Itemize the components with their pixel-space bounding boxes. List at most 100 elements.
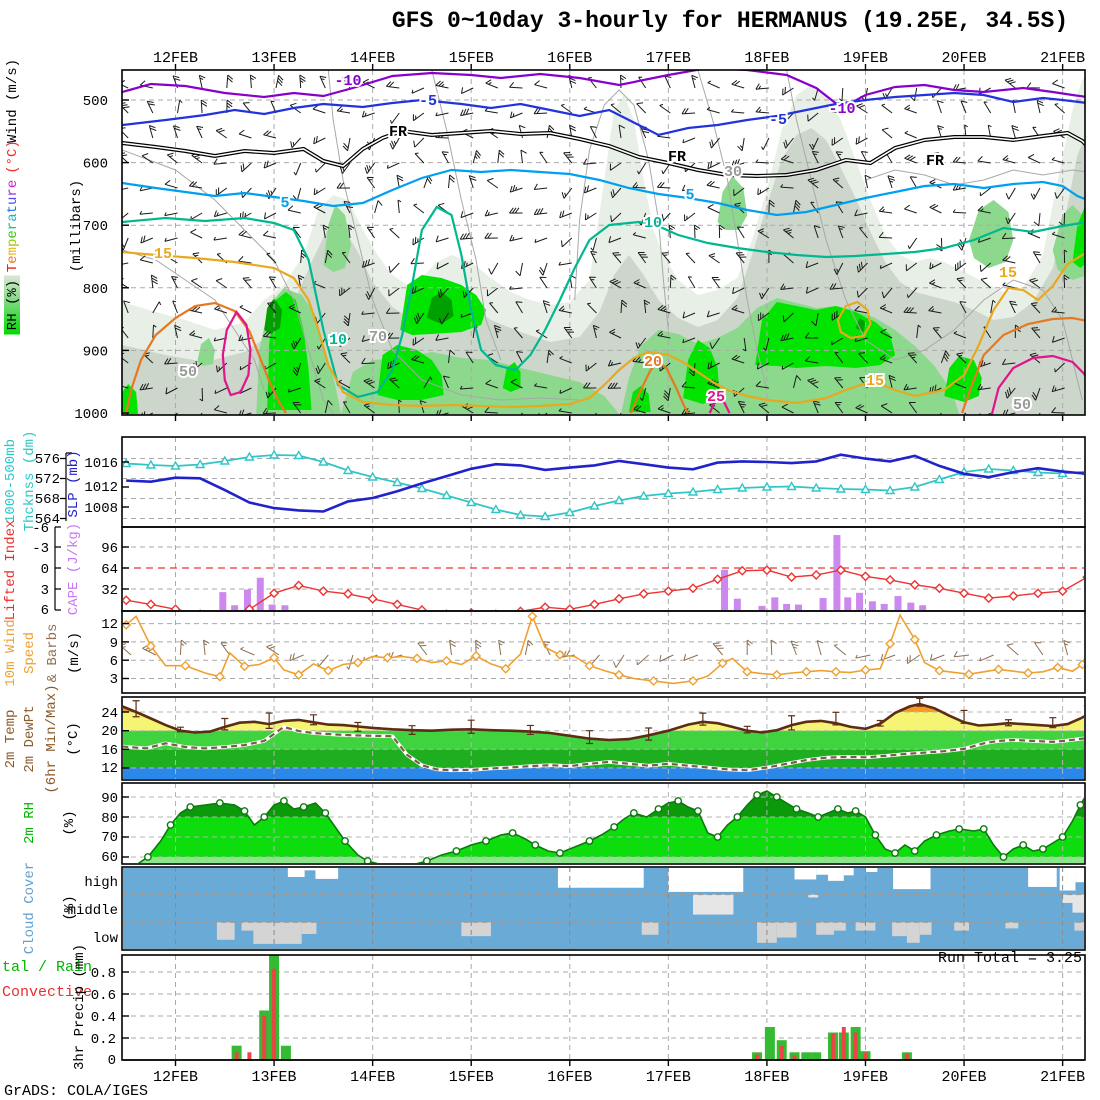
marker-diamond <box>441 655 452 666</box>
wind-barb <box>656 181 671 189</box>
marker-circle <box>694 807 702 815</box>
cloud-row-label: low <box>93 931 119 947</box>
wind-barb <box>414 152 425 164</box>
wind-barb <box>742 337 747 352</box>
wind-barb <box>620 299 628 314</box>
wind-barb <box>363 378 375 389</box>
wind-barb <box>313 187 326 196</box>
cape-bar <box>844 597 852 610</box>
panel-precip <box>121 954 1086 1066</box>
wind-barb <box>123 300 130 314</box>
wind-barb <box>1052 79 1065 89</box>
contour-20 <box>961 316 1085 414</box>
wind-barb <box>805 261 819 269</box>
date-label-bottom: 14FEB <box>350 1069 395 1086</box>
marker-triangle <box>589 500 600 510</box>
wind-barb <box>423 376 433 389</box>
contour--5 <box>122 91 1085 137</box>
wind-barb <box>903 383 917 391</box>
wind-barb <box>756 362 770 370</box>
wind-barb <box>264 212 277 220</box>
wind-barb <box>610 103 622 114</box>
thickness-tick-label: 576 <box>35 452 60 468</box>
marker-circle <box>932 831 941 839</box>
wind-barb <box>152 324 157 339</box>
wind-barb <box>657 404 671 414</box>
wind-barb <box>1063 640 1070 656</box>
wind-barb <box>856 103 868 114</box>
wind-barb <box>607 359 622 367</box>
wind-barb <box>484 232 498 239</box>
wind-barb <box>1051 336 1065 343</box>
wind-barb <box>164 358 178 365</box>
precip-bar-total <box>801 1052 812 1060</box>
wind-barb <box>904 130 917 139</box>
cloud-block <box>304 868 316 871</box>
wind-barb <box>770 639 777 656</box>
wind-barb <box>755 159 769 164</box>
wind-barb <box>681 184 696 192</box>
marker-diamond <box>392 599 403 610</box>
marker-circle <box>531 841 540 849</box>
marker-diamond <box>170 604 181 610</box>
wind-barb <box>637 162 647 175</box>
marker-diamond <box>221 612 229 620</box>
cloud-block <box>253 922 302 944</box>
wind-barb <box>314 378 326 389</box>
wind-barb <box>929 653 945 661</box>
wind-barb <box>485 79 498 89</box>
wind-barb <box>460 108 474 117</box>
wind-barb <box>1032 251 1042 264</box>
wind-barb <box>931 152 942 164</box>
wind-barb <box>347 224 355 239</box>
wind-barb <box>319 75 327 89</box>
cloud-block <box>241 922 254 931</box>
wind-barb <box>287 205 301 214</box>
marker-diamond <box>318 586 329 597</box>
contour-label: 25 <box>707 389 725 406</box>
date-label-top: 20FEB <box>942 50 987 67</box>
cape-bar <box>919 605 927 610</box>
side-label-text: Thcknss (dm) <box>22 431 38 532</box>
wind-barb <box>1005 187 1016 200</box>
wind-barb <box>952 209 967 214</box>
marker-triangle <box>613 495 625 505</box>
contour-label: 30 <box>724 164 742 181</box>
cloud-block <box>794 868 817 880</box>
wind-barb <box>707 161 720 170</box>
contour-label: 5 <box>280 195 289 212</box>
wind-barb <box>361 110 375 118</box>
cloud-block <box>287 868 305 877</box>
wind-barb <box>929 203 942 214</box>
contour-20 <box>629 360 690 414</box>
marker-circle <box>792 805 801 813</box>
marker-diamond <box>589 599 600 610</box>
side-label-text: Lifted Index <box>3 520 19 621</box>
wind-barb <box>804 332 819 339</box>
wind-barb <box>172 125 181 139</box>
marker-diamond <box>801 666 812 677</box>
rh-shade-blob <box>944 356 982 402</box>
wind-barb <box>238 129 252 139</box>
marker-circle <box>910 847 919 855</box>
precip-bar-convective <box>904 1053 909 1060</box>
wind-barb <box>262 407 277 415</box>
wind10m-plot <box>123 612 1084 692</box>
marker-circle <box>833 805 842 813</box>
wind-barb <box>459 385 474 390</box>
wind-barb <box>177 99 183 114</box>
wind-barb <box>856 287 868 298</box>
wind-barb <box>659 212 671 223</box>
marker-circle <box>1058 833 1067 841</box>
marker-diamond <box>471 650 482 661</box>
slp-tick-label: 1012 <box>84 480 118 496</box>
cloud-block <box>301 922 317 934</box>
side-label-text: 3hr Precip (mm) <box>72 944 88 1070</box>
wind-barb <box>908 402 918 414</box>
wind-barb <box>164 212 178 217</box>
wind-barb <box>1004 77 1016 89</box>
marker-diamond <box>663 586 674 597</box>
marker-triangle <box>909 481 920 491</box>
wind-barb <box>239 211 252 220</box>
